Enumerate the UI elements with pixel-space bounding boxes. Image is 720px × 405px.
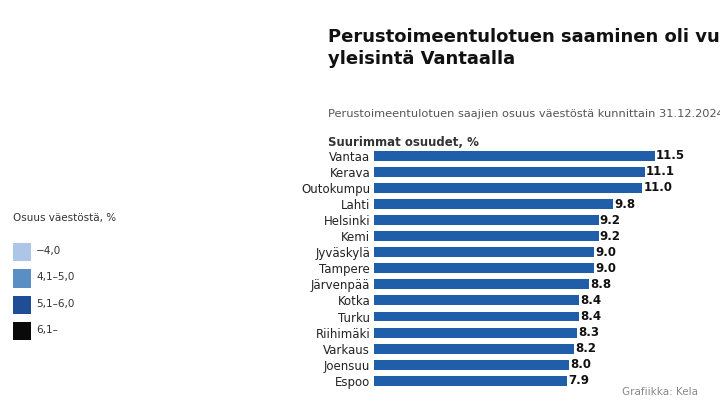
Text: 9.2: 9.2 — [600, 213, 621, 227]
Text: 11.1: 11.1 — [646, 165, 675, 179]
Text: 5,1–6,0: 5,1–6,0 — [36, 299, 74, 309]
Bar — [374, 263, 594, 273]
Text: 11.0: 11.0 — [644, 181, 672, 194]
Text: −4,0: −4,0 — [36, 246, 61, 256]
Text: 8.4: 8.4 — [580, 294, 601, 307]
Bar — [374, 167, 645, 177]
FancyBboxPatch shape — [13, 322, 31, 340]
Text: 4,1–5,0: 4,1–5,0 — [36, 273, 74, 282]
Text: 9.0: 9.0 — [595, 262, 616, 275]
Text: 6,1–: 6,1– — [36, 325, 58, 335]
Text: 9.2: 9.2 — [600, 230, 621, 243]
Bar — [374, 296, 579, 305]
Bar — [374, 328, 577, 337]
Text: Perustoimeentulotuen saaminen oli vuonna 2024
yleisintä Vantaalla: Perustoimeentulotuen saaminen oli vuonna… — [328, 28, 720, 68]
Bar — [374, 231, 598, 241]
Bar — [374, 183, 642, 193]
Text: 8.2: 8.2 — [575, 342, 596, 355]
Text: 9.0: 9.0 — [595, 246, 616, 259]
Text: 8.3: 8.3 — [578, 326, 599, 339]
Bar — [374, 360, 570, 370]
Text: 11.5: 11.5 — [656, 149, 685, 162]
Text: Perustoimeentulotuen saajien osuus väestöstä kunnittain 31.12.2024: Perustoimeentulotuen saajien osuus väest… — [328, 109, 720, 119]
FancyBboxPatch shape — [13, 243, 31, 261]
Bar — [374, 215, 598, 225]
Bar — [374, 376, 567, 386]
Bar — [374, 279, 589, 289]
Text: Suurimmat osuudet, %: Suurimmat osuudet, % — [328, 136, 479, 149]
Text: Osuus väestöstä, %: Osuus väestöstä, % — [13, 213, 116, 223]
Bar — [374, 247, 594, 257]
Text: 8.8: 8.8 — [590, 278, 611, 291]
Bar — [374, 311, 579, 322]
Text: 9.8: 9.8 — [614, 198, 636, 211]
Text: 8.4: 8.4 — [580, 310, 601, 323]
FancyBboxPatch shape — [13, 296, 31, 314]
Bar — [374, 199, 613, 209]
Text: 8.0: 8.0 — [570, 358, 592, 371]
Text: 7.9: 7.9 — [568, 374, 589, 387]
Text: Grafiikka: Kela: Grafiikka: Kela — [622, 387, 698, 397]
Bar — [374, 344, 575, 354]
Bar — [374, 151, 654, 161]
FancyBboxPatch shape — [13, 269, 31, 288]
